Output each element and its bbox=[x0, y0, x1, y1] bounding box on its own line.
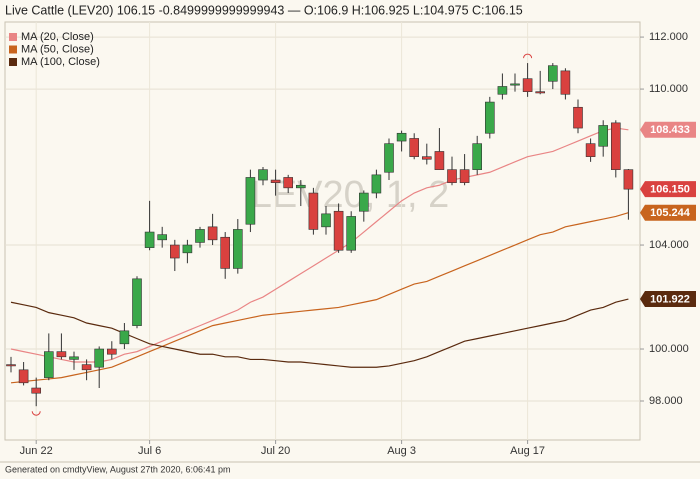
candle-body bbox=[560, 70, 571, 95]
candle-body bbox=[107, 348, 117, 355]
candle-body bbox=[472, 143, 483, 170]
value-label-box bbox=[640, 121, 696, 138]
candle-body bbox=[321, 213, 331, 228]
ma-line bbox=[10, 212, 629, 384]
legend-label: MA (50, Close) bbox=[21, 43, 94, 55]
ma-line bbox=[10, 127, 629, 363]
x-tick-label: Aug 17 bbox=[510, 445, 545, 457]
candle-body bbox=[396, 132, 407, 142]
candle-body bbox=[144, 231, 155, 248]
candle-body bbox=[295, 184, 306, 189]
candle-body bbox=[245, 177, 256, 225]
watermark: LEV20, 1, 2 bbox=[251, 174, 450, 216]
legend-label: MA (100, Close) bbox=[21, 56, 100, 68]
candle-body bbox=[573, 106, 583, 129]
candle-body bbox=[207, 226, 218, 241]
candle-body bbox=[434, 151, 445, 170]
y-tick-label: 110.000 bbox=[649, 83, 688, 95]
candle-body bbox=[170, 244, 180, 259]
candle-body bbox=[510, 83, 520, 86]
candle-body bbox=[535, 91, 546, 94]
low-marker bbox=[31, 411, 41, 416]
y-tick-label: 104.000 bbox=[649, 239, 689, 251]
value-label: 106.150 bbox=[650, 184, 690, 196]
candle-body bbox=[119, 330, 130, 345]
candle-body bbox=[409, 138, 420, 157]
candle-body bbox=[6, 364, 16, 367]
candle-body bbox=[132, 278, 142, 326]
legend-label: MA (20, Close) bbox=[21, 31, 94, 43]
candle-body bbox=[308, 192, 319, 230]
value-label-box bbox=[640, 204, 696, 221]
candle-body bbox=[81, 364, 92, 371]
candle-body bbox=[233, 229, 243, 269]
candle-body bbox=[31, 387, 42, 394]
footer: Generated on cmdtyView, August 27th 2020… bbox=[5, 464, 231, 474]
candle-body bbox=[346, 216, 357, 251]
candle-body bbox=[610, 122, 621, 170]
y-tick-label: 98.000 bbox=[649, 395, 683, 407]
candle-body bbox=[283, 177, 294, 189]
candle-body bbox=[598, 125, 609, 147]
candle-body bbox=[522, 78, 533, 92]
candle-body bbox=[497, 86, 508, 95]
value-label-box bbox=[640, 291, 696, 308]
y-tick-label: 100.000 bbox=[649, 343, 689, 355]
high-marker bbox=[523, 53, 533, 59]
value-label: 105.244 bbox=[650, 207, 691, 219]
candle-body bbox=[371, 174, 382, 194]
candle-body bbox=[333, 210, 344, 251]
candle-body bbox=[56, 351, 67, 358]
candle-body bbox=[270, 179, 281, 183]
value-label-box bbox=[640, 181, 696, 198]
candle-body bbox=[585, 143, 596, 157]
candle-body bbox=[43, 351, 54, 378]
value-label: 108.433 bbox=[650, 124, 690, 136]
candle-body bbox=[94, 348, 104, 368]
ma-line bbox=[10, 298, 629, 368]
candle-body bbox=[220, 236, 230, 269]
candle-body bbox=[484, 101, 495, 134]
legend-swatch bbox=[9, 58, 17, 66]
candle-body bbox=[421, 156, 432, 160]
candle-body bbox=[623, 169, 634, 190]
candle-body bbox=[18, 369, 29, 384]
value-label: 101.922 bbox=[650, 293, 690, 305]
candle-body bbox=[447, 169, 457, 183]
candle-body bbox=[547, 65, 558, 82]
candle-body bbox=[258, 169, 268, 181]
x-tick-label: Jun 22 bbox=[20, 445, 53, 457]
candle-body bbox=[195, 229, 205, 243]
candle-body bbox=[182, 244, 193, 254]
candle-body bbox=[69, 356, 79, 360]
chart-title: Live Cattle (LEV20) 106.15 -0.8499999999… bbox=[5, 3, 523, 17]
candle-body bbox=[459, 169, 470, 183]
candle-body bbox=[358, 192, 369, 212]
y-tick-label: 112.000 bbox=[649, 31, 688, 43]
candle-body bbox=[157, 234, 167, 241]
x-tick-label: Aug 3 bbox=[387, 445, 416, 457]
legend-swatch bbox=[9, 45, 17, 54]
plot-area bbox=[4, 21, 641, 441]
candle-body bbox=[384, 143, 394, 173]
legend-swatch bbox=[9, 33, 17, 41]
x-tick-label: Jul 6 bbox=[138, 445, 161, 457]
x-tick-label: Jul 20 bbox=[261, 445, 290, 457]
